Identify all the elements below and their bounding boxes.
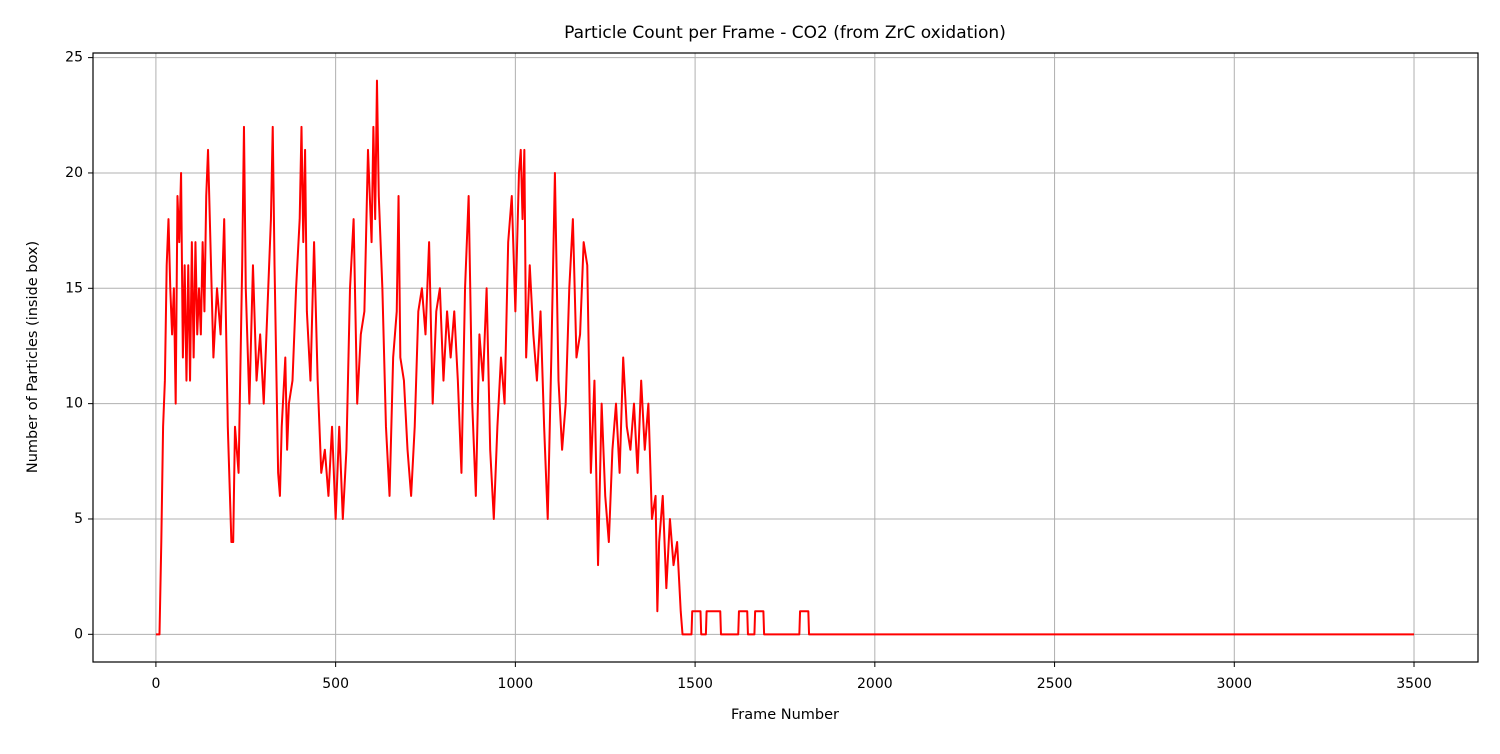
data-line [155, 79, 1415, 636]
x-tick-label: 2000 [857, 676, 893, 692]
x-axis-label: Frame Number [731, 707, 839, 723]
y-tick-label: 20 [65, 165, 83, 181]
y-axis-label: Number of Particles (inside box) [25, 241, 41, 473]
x-tick-label: 1000 [498, 676, 534, 692]
y-tick-label: 10 [65, 396, 83, 412]
x-tick-label: 500 [322, 676, 349, 692]
chart-title: Particle Count per Frame - CO2 (from ZrC… [564, 23, 1006, 43]
x-tick-label: 2500 [1037, 676, 1073, 692]
x-tick-label: 1500 [677, 676, 713, 692]
y-tick-label: 25 [65, 50, 83, 66]
y-tick-label: 5 [74, 511, 83, 527]
y-tick-label: 0 [74, 626, 83, 642]
y-tick-label: 15 [65, 280, 83, 296]
x-tick-label: 0 [151, 676, 160, 692]
x-tick-label: 3500 [1396, 676, 1432, 692]
x-tick-label: 3000 [1216, 676, 1252, 692]
plot-frame [92, 52, 1479, 663]
